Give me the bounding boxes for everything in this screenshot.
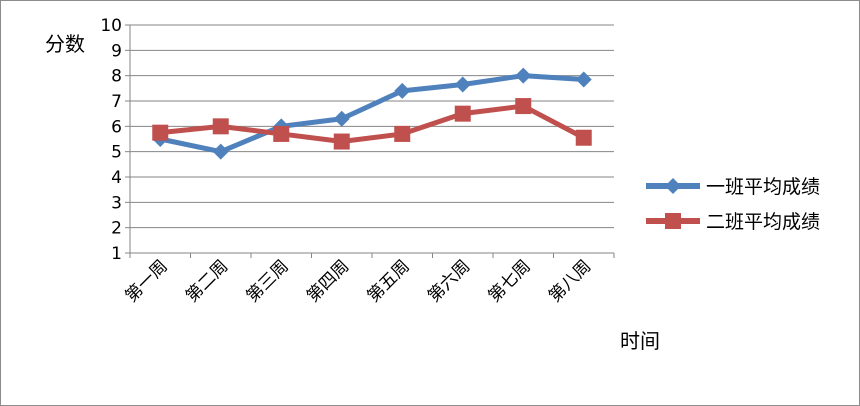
data-point [515,67,532,84]
y-tick-label: 3 [111,193,122,213]
data-point [454,76,471,93]
data-point [212,118,229,135]
x-tick-label: 第二周 [182,256,232,306]
x-tick-label: 第五周 [364,256,414,306]
y-tick-label: 2 [111,219,122,239]
y-tick-label: 1 [111,244,122,264]
series-layer [152,67,592,160]
data-point [273,125,290,142]
data-point [575,71,592,88]
y-tick-label: 6 [111,117,122,137]
legend-label-1: 一班平均成绩 [706,176,820,198]
y-axis-title: 分数 [45,32,85,56]
y-tick-label: 4 [111,168,122,188]
x-tick-label: 第八周 [545,256,595,306]
data-point [454,105,471,122]
legend-label-2: 二班平均成绩 [706,211,820,233]
data-point [333,133,350,150]
y-tick-label: 8 [111,67,122,87]
x-tick-label: 第四周 [303,256,353,306]
data-point [394,82,411,99]
x-tick-label: 第三周 [243,256,293,306]
data-point [333,110,350,127]
data-point [515,98,532,115]
series-line-1 [157,73,587,155]
labels: 1 2 3 4 5 6 7 8 9 10 第一周 第二周 第三周 第四周 第五周 第六周 第七周 第八周 [100,16,595,307]
x-tick-label: 第七周 [485,256,535,306]
legend: 一班平均成绩 二班平均成绩 [646,176,820,233]
data-point [575,129,592,146]
y-tick-label: 7 [111,92,122,112]
y-tick-label: 5 [111,143,122,163]
x-tick-label: 第一周 [122,256,172,306]
gridlines [130,24,614,254]
series-line-2 [157,103,587,145]
x-tick-label: 第六周 [424,256,474,306]
legend-marker-2 [665,213,681,229]
y-tick-label: 9 [111,41,122,61]
data-point [394,125,411,142]
x-axis-title: 时间 [620,329,660,353]
axes [125,24,615,258]
data-point [212,143,229,160]
legend-item-series-2: 二班平均成绩 [646,211,820,233]
legend-marker-1 [665,178,681,194]
data-point [152,124,169,141]
y-tick-label: 10 [100,16,122,36]
legend-item-series-1: 一班平均成绩 [646,176,820,198]
